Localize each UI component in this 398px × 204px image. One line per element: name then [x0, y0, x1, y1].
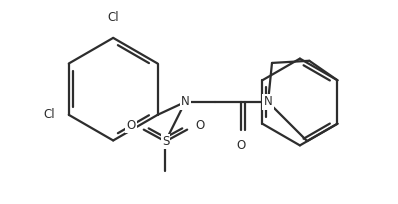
Text: O: O — [237, 140, 246, 152]
Text: O: O — [127, 119, 136, 132]
Text: Cl: Cl — [43, 108, 55, 121]
Text: N: N — [263, 95, 272, 109]
Text: Cl: Cl — [107, 11, 119, 24]
Text: N: N — [181, 95, 189, 109]
Text: S: S — [162, 135, 169, 148]
Text: Cl: Cl — [107, 11, 119, 24]
Text: O: O — [195, 119, 204, 132]
